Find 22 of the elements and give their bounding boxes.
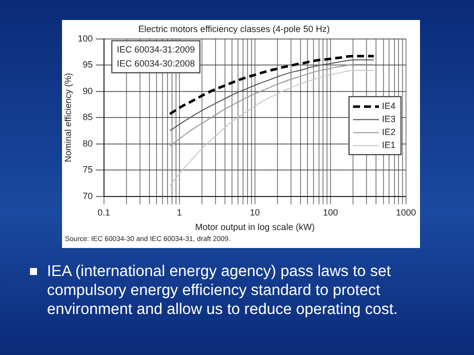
x-tick-label: 10: [250, 207, 260, 218]
x-tick-label: 0.1: [98, 207, 110, 218]
legend-label: IE1: [382, 140, 396, 150]
x-tick-label: 1000: [396, 207, 416, 218]
chart-title: Electric motors efficiency classes (4-pole 50 Hz): [138, 24, 330, 34]
annotation: IEC 60034-31:2009: [116, 44, 195, 54]
legend-label: IE3: [382, 114, 396, 124]
text: IEA (international energy agency) pass laws to set compulsory energy efficiency standard to protect environment and allow us to reduce operating cost.: [47, 262, 399, 319]
y-tick-label: 100: [78, 33, 93, 44]
legend-label: IE2: [382, 127, 396, 138]
y-tick-label: 75: [82, 164, 93, 175]
x-tick-label: 1: [176, 207, 182, 218]
legend-label: IE4: [382, 101, 396, 112]
annotation: IEC 60034-30:2008: [116, 58, 195, 68]
x-axis-title: Motor output in log scale (kW): [195, 222, 315, 232]
x-tick-label: 100: [322, 207, 338, 218]
y-axis-title: Nominal efficiency (%): [62, 72, 73, 162]
y-tick-label: 80: [82, 138, 93, 148]
y-tick-label: 85: [82, 112, 93, 122]
y-tick-label: 95: [82, 60, 93, 70]
y-tick-label: 70: [82, 190, 93, 201]
y-tick-label: 90: [82, 86, 93, 96]
